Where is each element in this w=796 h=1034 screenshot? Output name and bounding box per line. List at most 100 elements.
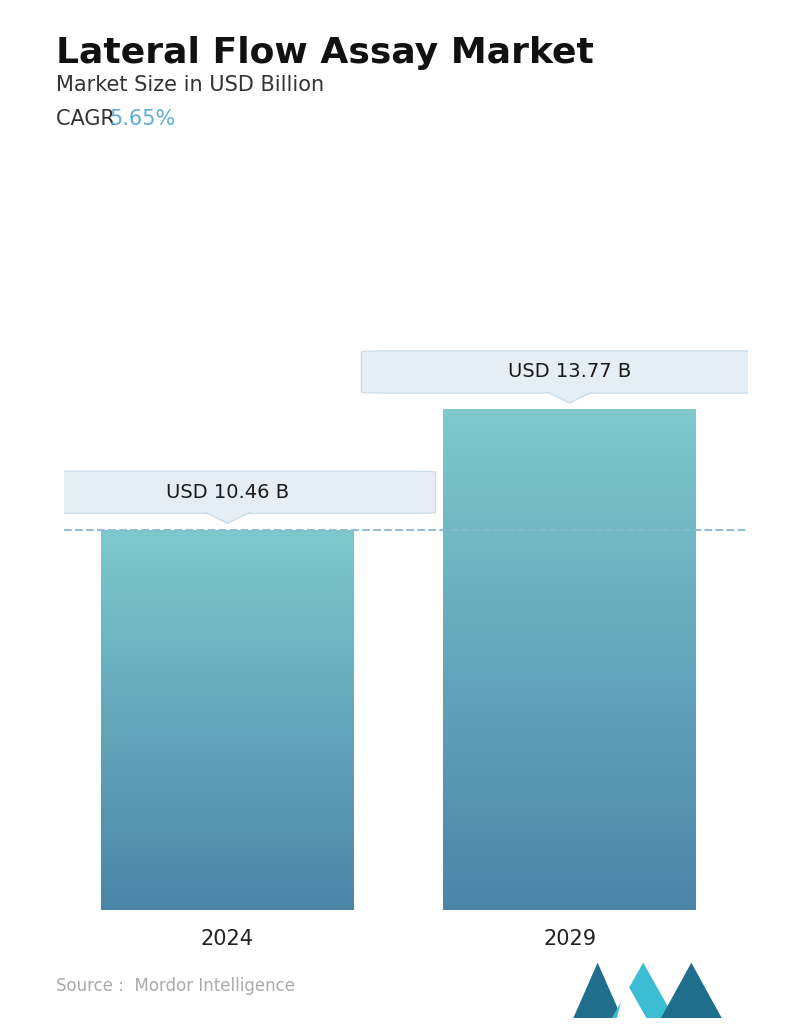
Bar: [443, 902, 696, 904]
Bar: [443, 743, 696, 744]
Bar: [101, 905, 354, 906]
Bar: [443, 720, 696, 722]
Bar: [101, 732, 354, 734]
Bar: [443, 727, 696, 728]
Bar: [101, 865, 354, 866]
Bar: [101, 805, 354, 808]
Bar: [101, 641, 354, 642]
Bar: [101, 564, 354, 566]
Bar: [101, 709, 354, 711]
Bar: [443, 801, 696, 803]
Bar: [443, 533, 696, 535]
Bar: [443, 570, 696, 571]
Bar: [443, 627, 696, 628]
Bar: [101, 546, 354, 547]
Bar: [101, 814, 354, 815]
Bar: [101, 679, 354, 680]
Bar: [443, 535, 696, 537]
Bar: [101, 857, 354, 858]
Bar: [443, 833, 696, 834]
Bar: [443, 628, 696, 630]
Bar: [443, 638, 696, 640]
Bar: [101, 594, 354, 595]
Bar: [443, 562, 696, 565]
Bar: [443, 540, 696, 541]
Bar: [443, 731, 696, 733]
Bar: [443, 475, 696, 477]
Bar: [443, 528, 696, 529]
Bar: [101, 747, 354, 748]
Bar: [443, 573, 696, 575]
Bar: [443, 545, 696, 546]
Bar: [101, 787, 354, 788]
Bar: [101, 642, 354, 644]
Bar: [443, 666, 696, 668]
Bar: [443, 466, 696, 467]
Bar: [101, 754, 354, 755]
Bar: [443, 883, 696, 885]
Bar: [101, 721, 354, 723]
Bar: [101, 703, 354, 704]
Bar: [101, 837, 354, 838]
Bar: [101, 826, 354, 827]
Bar: [101, 577, 354, 578]
Bar: [443, 671, 696, 673]
Bar: [443, 695, 696, 696]
Bar: [101, 716, 354, 718]
Bar: [443, 886, 696, 888]
Bar: [101, 533, 354, 534]
Bar: [101, 602, 354, 603]
Bar: [101, 646, 354, 647]
Bar: [101, 543, 354, 544]
Bar: [101, 752, 354, 753]
Bar: [101, 541, 354, 543]
Bar: [443, 907, 696, 908]
Text: Source :  Mordor Intelligence: Source : Mordor Intelligence: [56, 977, 295, 995]
Bar: [101, 830, 354, 831]
Bar: [443, 717, 696, 718]
Bar: [101, 683, 354, 685]
Bar: [443, 423, 696, 424]
Bar: [443, 505, 696, 507]
Bar: [443, 766, 696, 768]
Bar: [443, 431, 696, 433]
Bar: [443, 481, 696, 483]
Bar: [443, 893, 696, 894]
Bar: [443, 760, 696, 761]
Bar: [101, 903, 354, 904]
Bar: [101, 877, 354, 878]
Bar: [101, 672, 354, 673]
Text: Market Size in USD Billion: Market Size in USD Billion: [56, 75, 324, 95]
Bar: [101, 781, 354, 782]
Bar: [101, 896, 354, 898]
Bar: [101, 859, 354, 860]
Bar: [443, 723, 696, 725]
Bar: [443, 618, 696, 619]
Text: USD 10.46 B: USD 10.46 B: [166, 483, 289, 501]
Bar: [443, 660, 696, 662]
Bar: [443, 701, 696, 703]
Bar: [443, 825, 696, 826]
Bar: [101, 697, 354, 698]
Bar: [101, 861, 354, 863]
Bar: [443, 592, 696, 595]
Bar: [443, 549, 696, 551]
Bar: [101, 777, 354, 779]
Bar: [101, 864, 354, 865]
Bar: [443, 690, 696, 692]
Bar: [101, 831, 354, 832]
Bar: [443, 852, 696, 853]
Bar: [101, 852, 354, 853]
Bar: [101, 906, 354, 908]
Bar: [443, 641, 696, 643]
Bar: [101, 730, 354, 731]
Bar: [443, 451, 696, 453]
Bar: [443, 834, 696, 837]
Bar: [443, 595, 696, 597]
Bar: [443, 630, 696, 632]
Bar: [443, 663, 696, 665]
Bar: [101, 809, 354, 810]
Bar: [443, 611, 696, 613]
Bar: [101, 531, 354, 533]
Bar: [101, 619, 354, 621]
